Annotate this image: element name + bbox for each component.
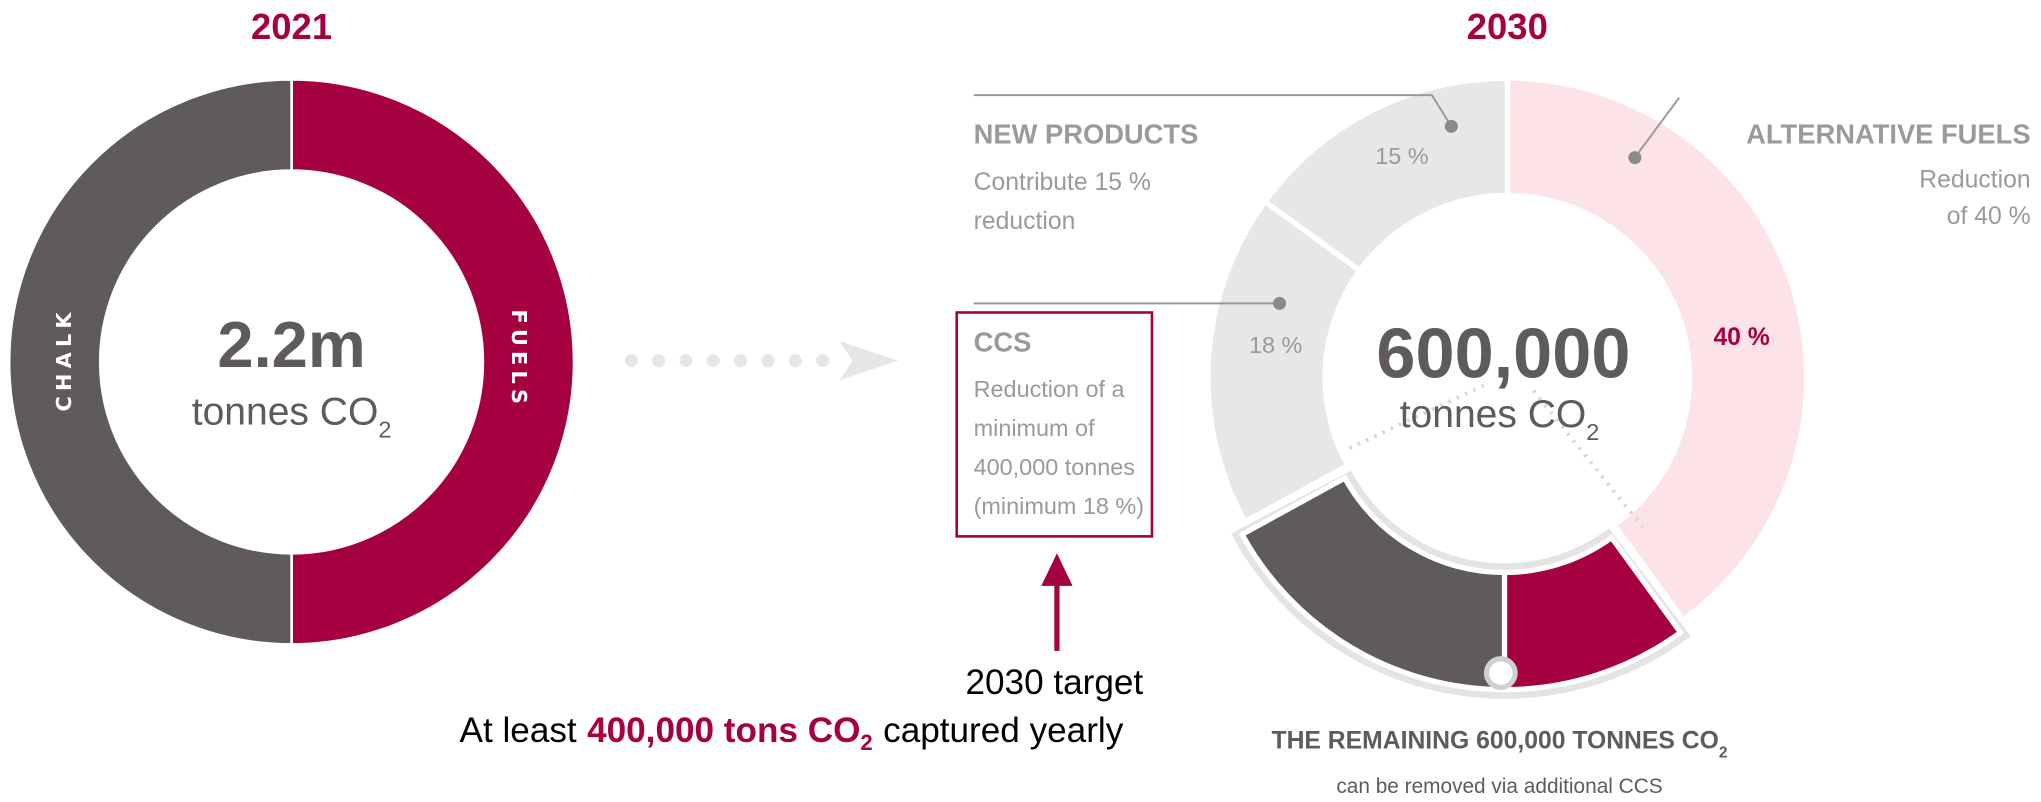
dotted-guides [1346,383,1645,529]
alt-fuels-title: ALTERNATIVE FUELS [1746,118,2030,149]
donut-segment [1504,75,1810,624]
unit: tonnes CO [192,390,379,433]
target-post: captured yearly [883,711,1124,750]
chalk-label: CHALK [52,307,76,411]
year-2030: 2030 [1467,6,1548,47]
segment-label: 40 % [1713,324,1769,351]
donuts [7,75,1810,699]
new-products-line: reduction [974,208,1076,235]
new-products-title: NEW PRODUCTS [974,118,1199,149]
left-center-unit: tonnes CO2 [192,390,392,442]
left-center-value: 2.2m [217,308,365,381]
fuels-label: FUELS [507,310,531,410]
right-center-unit: tonnes CO2 [1400,393,1600,445]
leader-lines [973,94,1680,305]
ccs-line: (minimum 18 %) [974,493,1144,519]
target-pre: At least [460,711,577,750]
ccs-line: Reduction of a [974,376,1126,402]
dotted-arrow [624,341,899,381]
marker-circle [1483,656,1518,690]
segment-label: 18 % [1249,332,1302,358]
donut-segment [7,78,293,646]
target-line2: At least 400,000 tons CO2 captured yearly [460,711,1124,755]
ccs-line: 400,000 tonnes [974,454,1135,480]
unit-sub: 2 [378,416,391,442]
remaining-title: THE REMAINING 600,000 TONNES CO2 [1271,728,1727,762]
target-bold: 400,000 tons CO [587,711,860,750]
target-arrowhead [1041,553,1073,586]
segment-label: 15 % [1375,143,1428,169]
right-center-value: 600,000 [1376,314,1630,393]
alt-fuels-line: of 40 % [1947,203,2031,230]
leader-dots [1273,119,1642,310]
target-line1: 2030 target [965,663,1143,702]
target-bold-sub: 2 [860,730,872,755]
donut-segment [290,78,576,646]
remaining-sub: 2 [1719,745,1728,762]
unit: tonnes CO [1400,393,1587,436]
remaining-line: can be removed via additional CCS [1336,775,1662,798]
new-products-line: Contribute 15 % [974,169,1151,196]
ccs-line: minimum of [974,415,1095,441]
ccs-title: CCS [974,327,1032,358]
ccs-box [955,311,1154,538]
donut-segment [1238,474,1508,693]
remaining-text: THE REMAINING 600,000 TONNES CO [1271,728,1718,755]
year-2021: 2021 [251,6,332,47]
unit-sub: 2 [1586,419,1599,445]
alt-fuels-line: Reduction [1919,167,2030,194]
donut-segment [1205,197,1364,526]
